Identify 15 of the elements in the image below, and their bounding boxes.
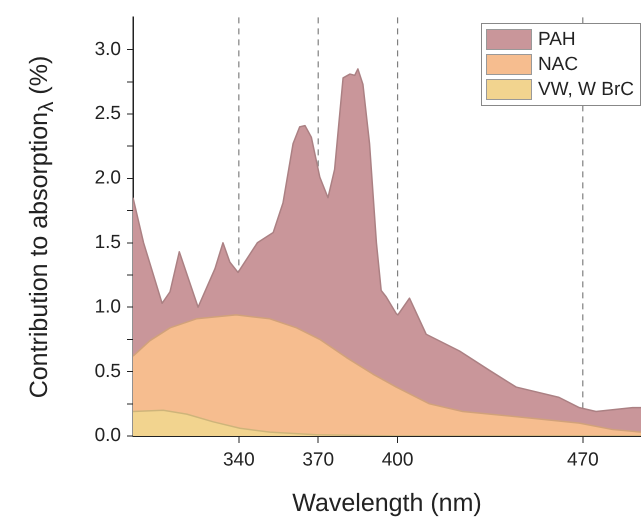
x-tick-label: 340 (222, 450, 255, 471)
y-tick-label: 1.5 (94, 232, 121, 254)
y-tick-label: 3.0 (94, 38, 121, 60)
y-tick-label: 0.5 (94, 360, 121, 382)
x-tick-label: 400 (382, 450, 414, 471)
y-tick-label: 2.0 (94, 168, 121, 189)
legend-label: NAC (538, 54, 578, 76)
y-tick-label: 1.0 (94, 296, 121, 318)
x-tick-label: 370 (302, 450, 334, 471)
y-tick-label: 2.5 (94, 103, 121, 124)
x-axis-title: Wavelength (nm) (292, 488, 482, 517)
legend-label: VW, W BrC (538, 78, 634, 101)
x-tick-label: 470 (566, 450, 599, 471)
y-tick-label: 0.0 (94, 425, 121, 446)
legend-label: PAH (538, 28, 576, 51)
